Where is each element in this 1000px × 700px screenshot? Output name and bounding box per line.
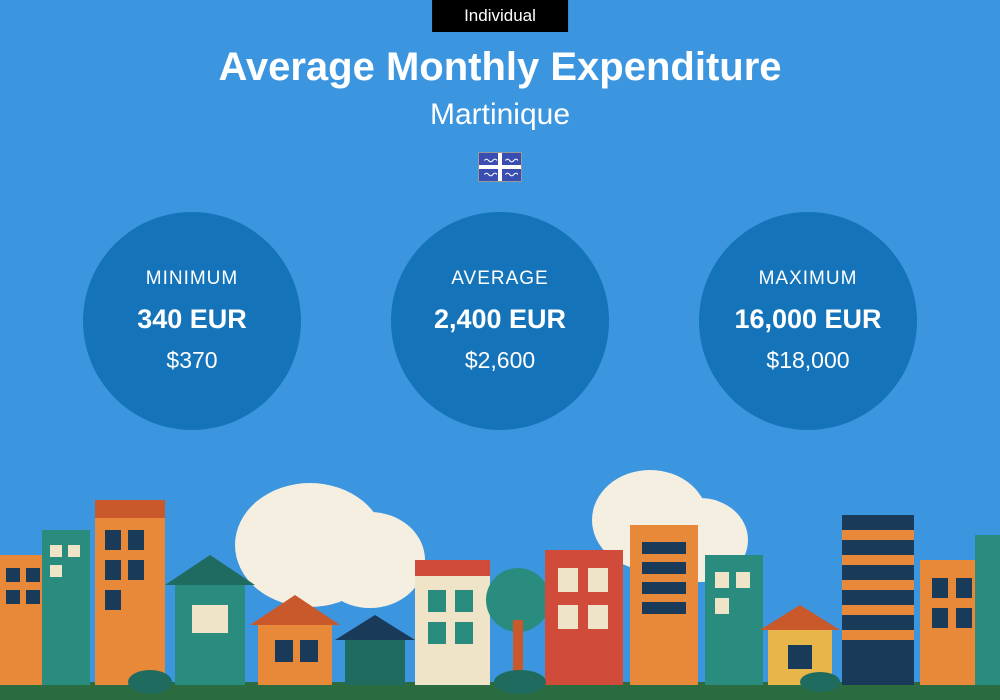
stat-maximum: MAXIMUM 16,000 EUR $18,000: [699, 212, 917, 430]
flag-icon: [478, 152, 522, 182]
stat-label: MINIMUM: [146, 268, 238, 290]
stats-row: MINIMUM 340 EUR $370 AVERAGE 2,400 EUR $…: [0, 212, 1000, 430]
stat-label: MAXIMUM: [759, 268, 858, 290]
stat-average: AVERAGE 2,400 EUR $2,600: [391, 212, 609, 430]
stat-value: 2,400 EUR: [434, 304, 566, 335]
location-subtitle: Martinique: [0, 98, 1000, 132]
stat-minimum: MINIMUM 340 EUR $370: [83, 212, 301, 430]
stat-alt: $370: [166, 347, 217, 374]
stat-alt: $2,600: [465, 347, 535, 374]
page-title: Average Monthly Expenditure: [0, 45, 1000, 90]
stat-value: 16,000 EUR: [734, 304, 881, 335]
category-badge: Individual: [432, 0, 568, 32]
stat-label: AVERAGE: [451, 268, 548, 290]
cityscape-illustration: [0, 460, 1000, 700]
stat-alt: $18,000: [766, 347, 849, 374]
stat-value: 340 EUR: [137, 304, 247, 335]
